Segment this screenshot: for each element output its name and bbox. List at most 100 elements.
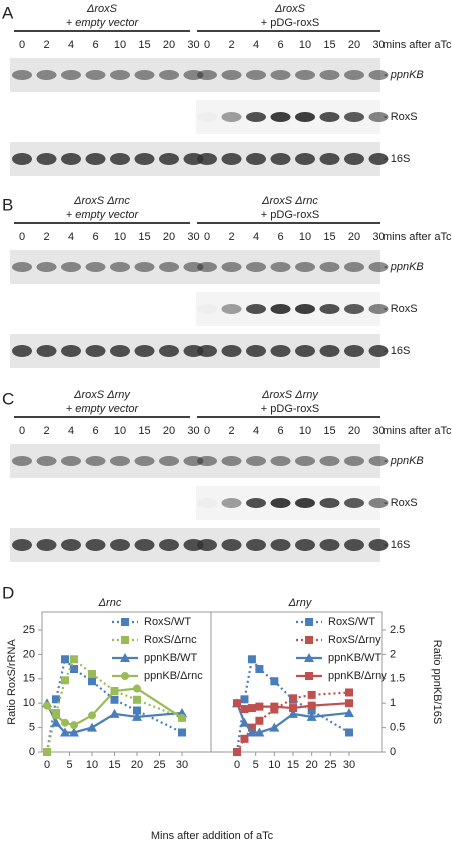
- band: [270, 304, 291, 314]
- x-tick-label: 25: [324, 759, 336, 771]
- marker: [344, 707, 354, 717]
- band: [197, 70, 217, 80]
- marker: [233, 699, 241, 708]
- strain-label: ΔroxS Δrnc: [73, 195, 130, 207]
- marker: [133, 706, 141, 715]
- legend-marker: [121, 618, 129, 626]
- lane-label: 6: [92, 231, 98, 243]
- band: [270, 262, 291, 272]
- marker: [345, 728, 353, 737]
- band: [344, 539, 364, 551]
- construct-label: + pDG-roxS: [261, 209, 319, 221]
- band: [368, 70, 389, 80]
- x-tick-label: 5: [66, 759, 72, 771]
- band: [197, 345, 217, 357]
- lane-label: 0: [204, 39, 210, 51]
- lane-label: 30: [187, 231, 199, 243]
- band-label: - ppnKB: [384, 69, 424, 81]
- plot-frame: [41, 611, 383, 753]
- marker: [345, 688, 353, 697]
- lane-label: 4: [253, 425, 259, 437]
- band: [344, 70, 364, 80]
- lane-label: 4: [253, 39, 259, 51]
- band-label: - RoxS: [384, 497, 418, 509]
- band: [159, 456, 179, 466]
- band-label: - RoxS: [384, 303, 418, 315]
- marker: [133, 695, 141, 704]
- x-tick-label: 25: [153, 759, 165, 771]
- marker: [61, 718, 69, 727]
- legend-label: ppnKB/WT: [144, 652, 197, 664]
- band: [295, 498, 315, 508]
- band-label: - ppnKB: [384, 455, 424, 467]
- band: [36, 456, 57, 466]
- legend-marker: [304, 653, 314, 662]
- band: [368, 498, 389, 508]
- strain-label: ΔroxS Δrny: [261, 389, 319, 401]
- legend-marker: [305, 636, 313, 644]
- band: [270, 345, 291, 357]
- construct-label: + pDG-roxS: [261, 17, 319, 29]
- band: [295, 345, 315, 357]
- y2-tick-label: 0.5: [390, 722, 405, 734]
- band: [12, 262, 32, 272]
- lane-label: 30: [187, 39, 199, 51]
- band: [61, 456, 81, 466]
- band: [197, 498, 217, 508]
- lane-unit: mins after aTc: [383, 231, 452, 243]
- panel-label: D: [2, 583, 14, 602]
- marker: [307, 706, 316, 715]
- band: [221, 262, 242, 272]
- band: [197, 112, 217, 122]
- marker: [289, 694, 297, 703]
- y2-tick-label: 2.5: [390, 624, 405, 636]
- legend-label: ppnKB/WT: [328, 652, 381, 664]
- x-tick-label: 15: [287, 759, 299, 771]
- x-tick-label: 30: [176, 759, 188, 771]
- lane-label: 10: [299, 39, 311, 51]
- band: [319, 70, 340, 80]
- lane-label: 10: [114, 39, 126, 51]
- marker: [88, 669, 96, 678]
- lane-label: 6: [277, 39, 283, 51]
- strain-label: ΔroxS Δrnc: [261, 195, 318, 207]
- x-tick-label: 5: [253, 759, 259, 771]
- band: [12, 153, 32, 165]
- band: [319, 262, 340, 272]
- lane-label: 30: [372, 425, 384, 437]
- lane-label: 6: [92, 39, 98, 51]
- lane-label: 0: [19, 39, 25, 51]
- lane-label: 30: [372, 39, 384, 51]
- band: [368, 539, 389, 551]
- band: [85, 456, 106, 466]
- band: [368, 262, 389, 272]
- construct-label: + empty vector: [66, 403, 140, 415]
- legend-label: RoxS/WT: [328, 616, 375, 628]
- band: [368, 153, 389, 165]
- strain-label: ΔroxS: [274, 3, 306, 15]
- lane-label: 2: [43, 231, 49, 243]
- lane-label: 0: [19, 231, 25, 243]
- marker: [133, 684, 141, 693]
- band: [36, 262, 57, 272]
- band: [12, 539, 32, 551]
- lane-label: 6: [277, 231, 283, 243]
- band: [246, 456, 266, 466]
- marker: [239, 717, 250, 727]
- marker: [269, 722, 280, 732]
- band: [197, 539, 217, 551]
- lane-label: 20: [348, 425, 360, 437]
- y-tick-label: 10: [23, 697, 35, 709]
- band: [110, 262, 130, 272]
- y2-tick-label: 2: [390, 648, 396, 660]
- y2-axis-label: Ratio ppnKB/16S: [431, 640, 443, 724]
- band: [221, 345, 242, 357]
- marker: [70, 655, 78, 664]
- band: [270, 153, 291, 165]
- lane-label: 30: [187, 425, 199, 437]
- lane-label: 0: [204, 425, 210, 437]
- lane-label: 15: [323, 425, 335, 437]
- band: [319, 345, 340, 357]
- band: [197, 304, 217, 314]
- x-tick-label: 15: [108, 759, 120, 771]
